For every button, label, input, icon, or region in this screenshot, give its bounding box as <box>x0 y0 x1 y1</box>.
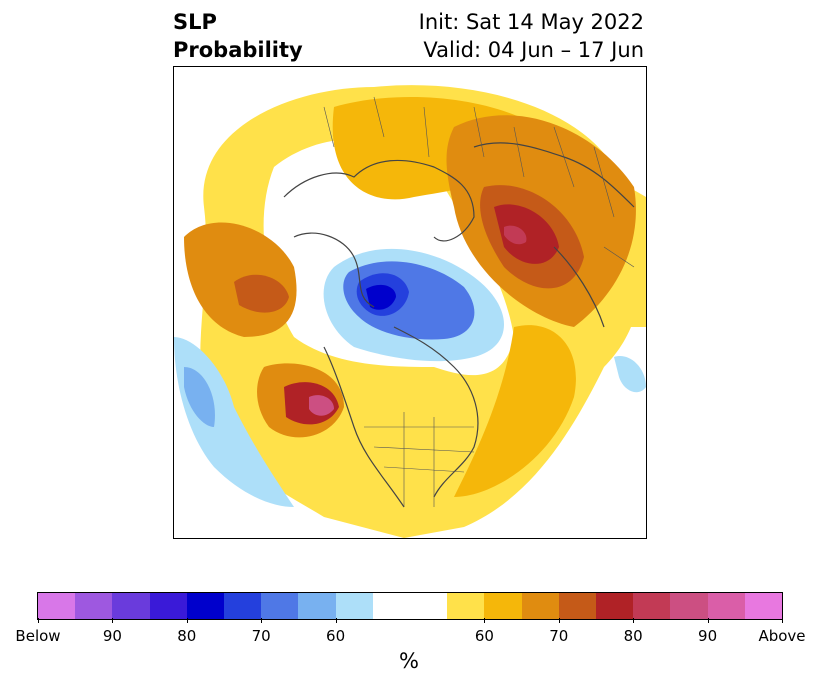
colorbar-tick-mark <box>633 618 635 623</box>
colorbar-tick-label: 80 <box>623 627 643 645</box>
colorbar-tick-label: 60 <box>326 627 346 645</box>
title-line-2: Probability <box>173 38 303 62</box>
forecast-dates: Init: Sat 14 May 2022 Valid: 04 Jun – 17… <box>419 8 644 64</box>
colorbar-tick-mark <box>558 618 560 623</box>
colorbar-swatch <box>372 593 448 619</box>
colorbar-swatch <box>521 593 559 619</box>
colorbar-swatch <box>149 593 187 619</box>
colorbar-tick-mark <box>484 618 486 623</box>
colorbar-tick-mark <box>782 618 783 623</box>
colorbar-swatch <box>112 593 150 619</box>
colorbar-swatch <box>261 593 299 619</box>
colorbar-tick-mark <box>261 618 263 623</box>
below-60-east <box>614 356 646 393</box>
colorbar-swatch <box>558 593 597 619</box>
colorbar-swatch <box>447 593 485 619</box>
colorbar-tick-label: Below <box>15 627 61 645</box>
polar-map <box>173 66 647 539</box>
colorbar-unit: % <box>399 649 419 673</box>
colorbar-swatch <box>707 593 745 619</box>
colorbar-tick-label: 80 <box>177 627 197 645</box>
borders <box>323 96 635 507</box>
colorbar-tick-mark <box>335 618 337 623</box>
above-70-atlantic <box>454 325 576 497</box>
colorbar-swatch <box>670 593 708 619</box>
colorbar-swatch <box>633 593 671 619</box>
colorbar-swatch <box>298 593 336 619</box>
init-date: Init: Sat 14 May 2022 <box>418 10 644 34</box>
chart-title: SLP Probability <box>173 8 303 64</box>
colorbar-tick-label: 90 <box>698 627 718 645</box>
below-70-pacific <box>184 367 215 427</box>
colorbar-swatch <box>38 593 76 619</box>
colorbar-tick-label: 60 <box>474 627 494 645</box>
colorbar-swatch <box>75 593 113 619</box>
colorbar-tick-mark <box>112 618 114 623</box>
colorbar-swatch <box>596 593 634 619</box>
colorbar-tick-mark <box>707 618 709 623</box>
colorbar-tick-label: Above <box>758 627 806 645</box>
colorbar-swatch <box>484 593 522 619</box>
colorbar-tick-label: 70 <box>549 627 569 645</box>
valid-range: Valid: 04 Jun – 17 Jun <box>423 38 644 62</box>
below-90-region <box>366 284 396 310</box>
colorbar-tick-mark <box>186 618 188 623</box>
above-90-pacific <box>309 395 334 416</box>
title-line-1: SLP <box>173 10 217 34</box>
colorbar-swatch <box>186 593 225 619</box>
colorbar <box>37 592 783 620</box>
colorbar-tick-label: 70 <box>251 627 271 645</box>
colorbar-tick-mark <box>38 618 39 623</box>
above-80-west <box>234 274 289 313</box>
colorbar-swatch <box>335 593 373 619</box>
above-90-asia <box>494 204 559 264</box>
colorbar-swatch <box>744 593 783 619</box>
colorbar-tick-label: 90 <box>102 627 122 645</box>
above-95-asia <box>504 225 527 245</box>
probability-map-svg <box>174 85 646 538</box>
colorbar-swatch <box>224 593 262 619</box>
